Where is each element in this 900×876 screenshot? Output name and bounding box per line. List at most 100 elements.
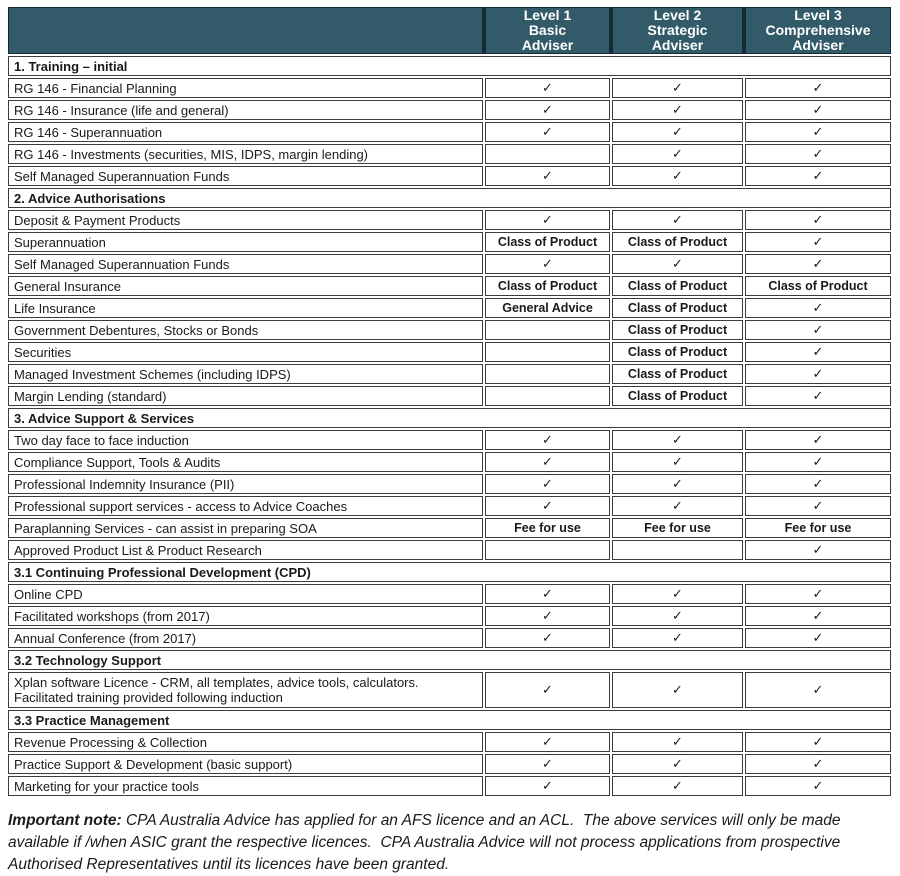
check-mark-cell: ✓ bbox=[485, 78, 610, 98]
important-note-label: Important note: bbox=[8, 812, 122, 829]
important-note-text: CPA Australia Advice has applied for an … bbox=[8, 812, 845, 873]
row-label: Compliance Support, Tools & Audits bbox=[8, 452, 483, 472]
table-row: Self Managed Superannuation Funds ✓ ✓ ✓ bbox=[8, 166, 891, 186]
check-mark-cell: ✓ bbox=[745, 732, 891, 752]
table-row: Online CPD ✓ ✓ ✓ bbox=[8, 584, 891, 604]
column-header-level-2: Level 2 Strategic Adviser bbox=[612, 7, 743, 54]
check-mark-cell: ✓ bbox=[612, 430, 743, 450]
check-mark-cell: ✓ bbox=[745, 672, 891, 708]
check-mark-cell: ✓ bbox=[745, 78, 891, 98]
value-cell: Class of Product bbox=[612, 386, 743, 406]
check-mark-cell: ✓ bbox=[485, 732, 610, 752]
table-body: 1. Training – initial RG 146 - Financial … bbox=[8, 56, 891, 796]
check-mark-cell: ✓ bbox=[745, 232, 891, 252]
row-label: Government Debentures, Stocks or Bonds bbox=[8, 320, 483, 340]
check-mark-cell: ✓ bbox=[485, 606, 610, 626]
table-row: Annual Conference (from 2017) ✓ ✓ ✓ bbox=[8, 628, 891, 648]
table-row: Paraplanning Services - can assist in pr… bbox=[8, 518, 891, 538]
check-mark-cell: ✓ bbox=[745, 776, 891, 796]
row-label: Deposit & Payment Products bbox=[8, 210, 483, 230]
check-mark-cell: ✓ bbox=[485, 100, 610, 120]
row-label: Margin Lending (standard) bbox=[8, 386, 483, 406]
check-mark-cell: ✓ bbox=[745, 144, 891, 164]
row-label: Marketing for your practice tools bbox=[8, 776, 483, 796]
table-row: Margin Lending (standard) Class of Produc… bbox=[8, 386, 891, 406]
value-cell bbox=[485, 364, 610, 384]
row-label: Annual Conference (from 2017) bbox=[8, 628, 483, 648]
check-mark-cell: ✓ bbox=[612, 210, 743, 230]
table-row: Life Insurance General Advice Class of Pro… bbox=[8, 298, 891, 318]
row-label: Practice Support & Development (basic su… bbox=[8, 754, 483, 774]
value-cell: Class of Product bbox=[612, 320, 743, 340]
value-cell: Fee for use bbox=[745, 518, 891, 538]
check-mark-cell: ✓ bbox=[612, 166, 743, 186]
value-cell: Fee for use bbox=[612, 518, 743, 538]
row-label: Self Managed Superannuation Funds bbox=[8, 166, 483, 186]
check-mark-cell: ✓ bbox=[745, 386, 891, 406]
check-mark-cell: ✓ bbox=[745, 540, 891, 560]
check-mark-cell: ✓ bbox=[485, 584, 610, 604]
table-row: Self Managed Superannuation Funds ✓ ✓ ✓ bbox=[8, 254, 891, 274]
important-note: Important note: CPA Australia Advice has… bbox=[8, 810, 884, 876]
row-label: Superannuation bbox=[8, 232, 483, 252]
row-label: Managed Investment Schemes (including ID… bbox=[8, 364, 483, 384]
check-mark-cell: ✓ bbox=[612, 606, 743, 626]
section-header-row: 2. Advice Authorisations bbox=[8, 188, 891, 208]
row-label: Professional support services - access t… bbox=[8, 496, 483, 516]
table-row: Securities Class of Product ✓ bbox=[8, 342, 891, 362]
row-label: General Insurance bbox=[8, 276, 483, 296]
row-label: Facilitated workshops (from 2017) bbox=[8, 606, 483, 626]
check-mark-cell: ✓ bbox=[745, 254, 891, 274]
check-mark-cell: ✓ bbox=[612, 672, 743, 708]
value-cell bbox=[485, 540, 610, 560]
adviser-comparison-table: Level 1 Basic Adviser Level 2 Strategic A… bbox=[8, 7, 891, 796]
value-cell bbox=[485, 144, 610, 164]
table-row: General Insurance Class of Product Class o… bbox=[8, 276, 891, 296]
row-label: Xplan software Licence - CRM, all templa… bbox=[8, 672, 483, 708]
check-mark-cell: ✓ bbox=[745, 628, 891, 648]
check-mark-cell: ✓ bbox=[745, 606, 891, 626]
row-label: Two day face to face induction bbox=[8, 430, 483, 450]
value-cell: Class of Product bbox=[485, 276, 610, 296]
table-row: Professional Indemnity Insurance (PII) ✓ ✓… bbox=[8, 474, 891, 494]
row-label: Online CPD bbox=[8, 584, 483, 604]
row-label: RG 146 - Investments (securities, MIS, I… bbox=[8, 144, 483, 164]
check-mark-cell: ✓ bbox=[485, 430, 610, 450]
value-cell: Class of Product bbox=[612, 276, 743, 296]
check-mark-cell: ✓ bbox=[745, 166, 891, 186]
row-label: RG 146 - Financial Planning bbox=[8, 78, 483, 98]
value-cell: Fee for use bbox=[485, 518, 610, 538]
check-mark-cell: ✓ bbox=[612, 452, 743, 472]
check-mark-cell: ✓ bbox=[745, 430, 891, 450]
check-mark-cell: ✓ bbox=[485, 122, 610, 142]
row-label: Revenue Processing & Collection bbox=[8, 732, 483, 752]
check-mark-cell: ✓ bbox=[745, 298, 891, 318]
table-header-row: Level 1 Basic Adviser Level 2 Strategic A… bbox=[8, 7, 891, 54]
value-cell bbox=[485, 342, 610, 362]
table-row: Marketing for your practice tools ✓ ✓ ✓ bbox=[8, 776, 891, 796]
value-cell: Class of Product bbox=[612, 232, 743, 252]
check-mark-cell: ✓ bbox=[745, 210, 891, 230]
check-mark-cell: ✓ bbox=[485, 496, 610, 516]
check-mark-cell: ✓ bbox=[745, 320, 891, 340]
table-row: Two day face to face induction ✓ ✓ ✓ bbox=[8, 430, 891, 450]
table-row: Practice Support & Development (basic su… bbox=[8, 754, 891, 774]
row-label: Professional Indemnity Insurance (PII) bbox=[8, 474, 483, 494]
table-row: Revenue Processing & Collection ✓ ✓ ✓ bbox=[8, 732, 891, 752]
check-mark-cell: ✓ bbox=[745, 474, 891, 494]
table-row: Government Debentures, Stocks or Bonds Cl… bbox=[8, 320, 891, 340]
check-mark-cell: ✓ bbox=[485, 672, 610, 708]
row-label: RG 146 - Superannuation bbox=[8, 122, 483, 142]
check-mark-cell: ✓ bbox=[612, 100, 743, 120]
section-header-row: 3.2 Technology Support bbox=[8, 650, 891, 670]
table-row: Superannuation Class of Product Class of P… bbox=[8, 232, 891, 252]
row-label: Life Insurance bbox=[8, 298, 483, 318]
value-cell: Class of Product bbox=[485, 232, 610, 252]
value-cell: General Advice bbox=[485, 298, 610, 318]
row-label: Approved Product List & Product Research bbox=[8, 540, 483, 560]
check-mark-cell: ✓ bbox=[745, 364, 891, 384]
check-mark-cell: ✓ bbox=[745, 100, 891, 120]
column-header-level-3: Level 3 Comprehensive Adviser bbox=[745, 7, 891, 54]
check-mark-cell: ✓ bbox=[485, 628, 610, 648]
table-row: RG 146 - Financial Planning ✓ ✓ ✓ bbox=[8, 78, 891, 98]
